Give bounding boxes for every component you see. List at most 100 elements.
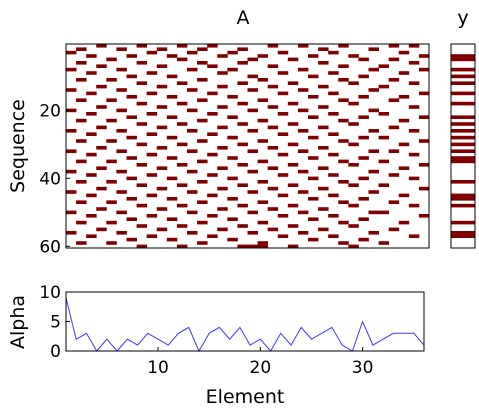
heatmap-cell [358, 217, 369, 221]
heatmap-cell [328, 193, 339, 198]
heatmap-cell [166, 95, 178, 99]
heatmap-cell [207, 44, 218, 48]
heatmap-cell [96, 186, 107, 191]
heatmap-cell [66, 88, 77, 92]
heatmap-cell [257, 241, 269, 245]
panel-alpha-xlabel: Element [206, 386, 285, 408]
heatmap-cell [126, 237, 137, 242]
heatmap-cell [328, 112, 339, 116]
heatmap-cell [297, 210, 309, 215]
heatmap-cell [237, 224, 248, 228]
heatmap-cell [197, 200, 208, 204]
heatmap-cell [328, 214, 339, 218]
heatmap-cell [418, 91, 430, 96]
heatmap-cell [378, 112, 390, 116]
heatmap-cell [187, 210, 198, 215]
heatmap-cell [398, 118, 410, 123]
heatmap-cell [247, 88, 258, 92]
heatmap-cell [338, 44, 349, 48]
heatmap-cell [207, 214, 218, 218]
heatmap-cell [66, 190, 77, 194]
heatmap-cell [247, 149, 258, 153]
heatmap-cell [287, 142, 299, 147]
heatmap-cell [96, 227, 107, 232]
heatmap-cell [408, 61, 420, 65]
panel-y-cells [451, 54, 475, 238]
heatmap-cell [146, 91, 158, 96]
heatmap-cell [66, 50, 77, 55]
heatmap-cell [257, 200, 269, 204]
heatmap-cell [308, 217, 319, 221]
heatmap-cell [358, 95, 369, 99]
heatmap-cell [338, 200, 349, 204]
heatmap-cell [176, 101, 188, 106]
heatmap-cell [297, 67, 309, 72]
heatmap-cell [96, 84, 107, 89]
heatmap-cell [176, 57, 188, 62]
heatmap-cell [187, 190, 198, 194]
heatmap-cell [207, 64, 218, 68]
heatmap-cell [308, 135, 319, 140]
ytick-label: 60 [39, 237, 61, 257]
heatmap-cell [247, 244, 258, 249]
heatmap-cell [348, 54, 359, 58]
heatmap-cell [66, 169, 77, 174]
heatmap-cell [66, 108, 77, 113]
xtick-label: 10 [147, 358, 169, 378]
heatmap-cell [197, 139, 208, 143]
heatmap-cell [418, 214, 430, 218]
heatmap-cell [308, 74, 319, 79]
heatmap-cell [187, 149, 198, 153]
heatmap-cell [358, 237, 369, 242]
heatmap-cell [277, 71, 289, 75]
heatmap-cell [388, 227, 400, 232]
heatmap-cell [136, 224, 148, 228]
heatmap-cell [86, 132, 97, 136]
heatmap-cell [237, 203, 248, 208]
heatmap-cell [146, 112, 158, 116]
heatmap-cell [217, 186, 228, 191]
heatmap-cell [106, 159, 117, 164]
heatmap-cell [207, 152, 218, 157]
heatmap-cell [217, 166, 228, 170]
y-strip-cell [451, 220, 475, 225]
y-strip-cell [451, 57, 475, 62]
heatmap-cell [116, 169, 127, 174]
heatmap-cell [277, 50, 289, 55]
heatmap-cell [86, 234, 97, 238]
heatmap-cell [146, 193, 158, 198]
heatmap-cell [257, 98, 269, 102]
heatmap-cell [328, 173, 339, 177]
heatmap-cell [197, 159, 208, 164]
heatmap-cell [348, 224, 359, 228]
heatmap-cell [237, 81, 248, 85]
heatmap-cell [287, 122, 299, 126]
y-strip-cell [451, 135, 475, 140]
y-strip-cell [451, 91, 475, 96]
heatmap-cell [76, 118, 87, 123]
heatmap-cell [197, 241, 208, 245]
heatmap-cell [227, 217, 238, 221]
heatmap-cell [388, 44, 400, 48]
y-strip-cell [451, 234, 475, 238]
heatmap-cell [126, 135, 137, 140]
heatmap-cell [76, 241, 87, 245]
heatmap-cell [418, 163, 430, 167]
heatmap-cell [176, 81, 188, 85]
heatmap-cell [166, 176, 178, 181]
heatmap-cell [156, 186, 168, 191]
heatmap-cell [287, 183, 299, 187]
heatmap-cell [388, 98, 400, 102]
heatmap-cell [217, 227, 228, 232]
heatmap-cell [116, 67, 127, 72]
heatmap-cell [227, 156, 238, 160]
y-strip-cell [451, 54, 475, 58]
ytick-label: 40 [39, 169, 61, 189]
heatmap-cell [388, 173, 400, 177]
heatmap-cell [217, 146, 228, 150]
heatmap-cell [398, 220, 410, 225]
heatmap-cell [76, 180, 87, 184]
heatmap-cell [247, 129, 258, 133]
heatmap-cell [418, 186, 430, 191]
heatmap-cell [126, 176, 137, 181]
